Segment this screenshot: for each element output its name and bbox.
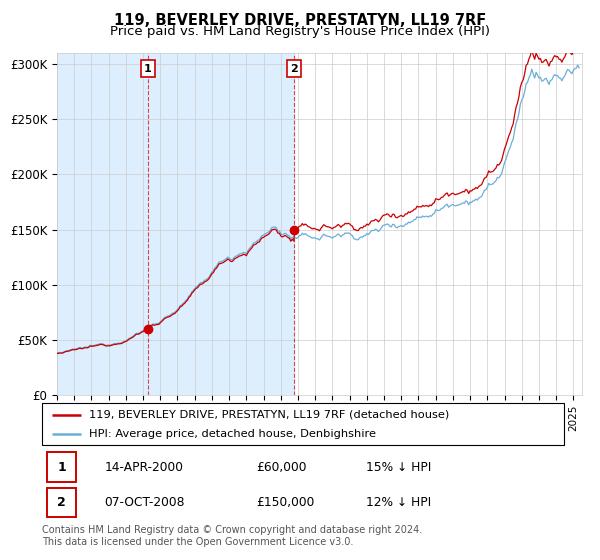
Bar xyxy=(47,488,76,517)
Text: Contains HM Land Registry data © Crown copyright and database right 2024.
This d: Contains HM Land Registry data © Crown c… xyxy=(42,525,422,547)
Bar xyxy=(47,452,76,482)
Text: 2: 2 xyxy=(290,64,298,73)
Text: 1: 1 xyxy=(144,64,152,73)
Text: 14-APR-2000: 14-APR-2000 xyxy=(104,460,184,474)
Text: £60,000: £60,000 xyxy=(256,460,307,474)
Text: 1: 1 xyxy=(57,460,66,474)
Text: 2: 2 xyxy=(57,496,66,509)
Text: 12% ↓ HPI: 12% ↓ HPI xyxy=(365,496,431,509)
Text: 119, BEVERLEY DRIVE, PRESTATYN, LL19 7RF (detached house): 119, BEVERLEY DRIVE, PRESTATYN, LL19 7RF… xyxy=(89,409,449,419)
Text: 07-OCT-2008: 07-OCT-2008 xyxy=(104,496,185,509)
Bar xyxy=(148,53,294,395)
Text: 119, BEVERLEY DRIVE, PRESTATYN, LL19 7RF: 119, BEVERLEY DRIVE, PRESTATYN, LL19 7RF xyxy=(114,13,486,28)
Text: Price paid vs. HM Land Registry's House Price Index (HPI): Price paid vs. HM Land Registry's House … xyxy=(110,25,490,38)
Text: 15% ↓ HPI: 15% ↓ HPI xyxy=(365,460,431,474)
Text: £150,000: £150,000 xyxy=(256,496,314,509)
Text: HPI: Average price, detached house, Denbighshire: HPI: Average price, detached house, Denb… xyxy=(89,429,376,439)
Bar xyxy=(57,53,148,395)
